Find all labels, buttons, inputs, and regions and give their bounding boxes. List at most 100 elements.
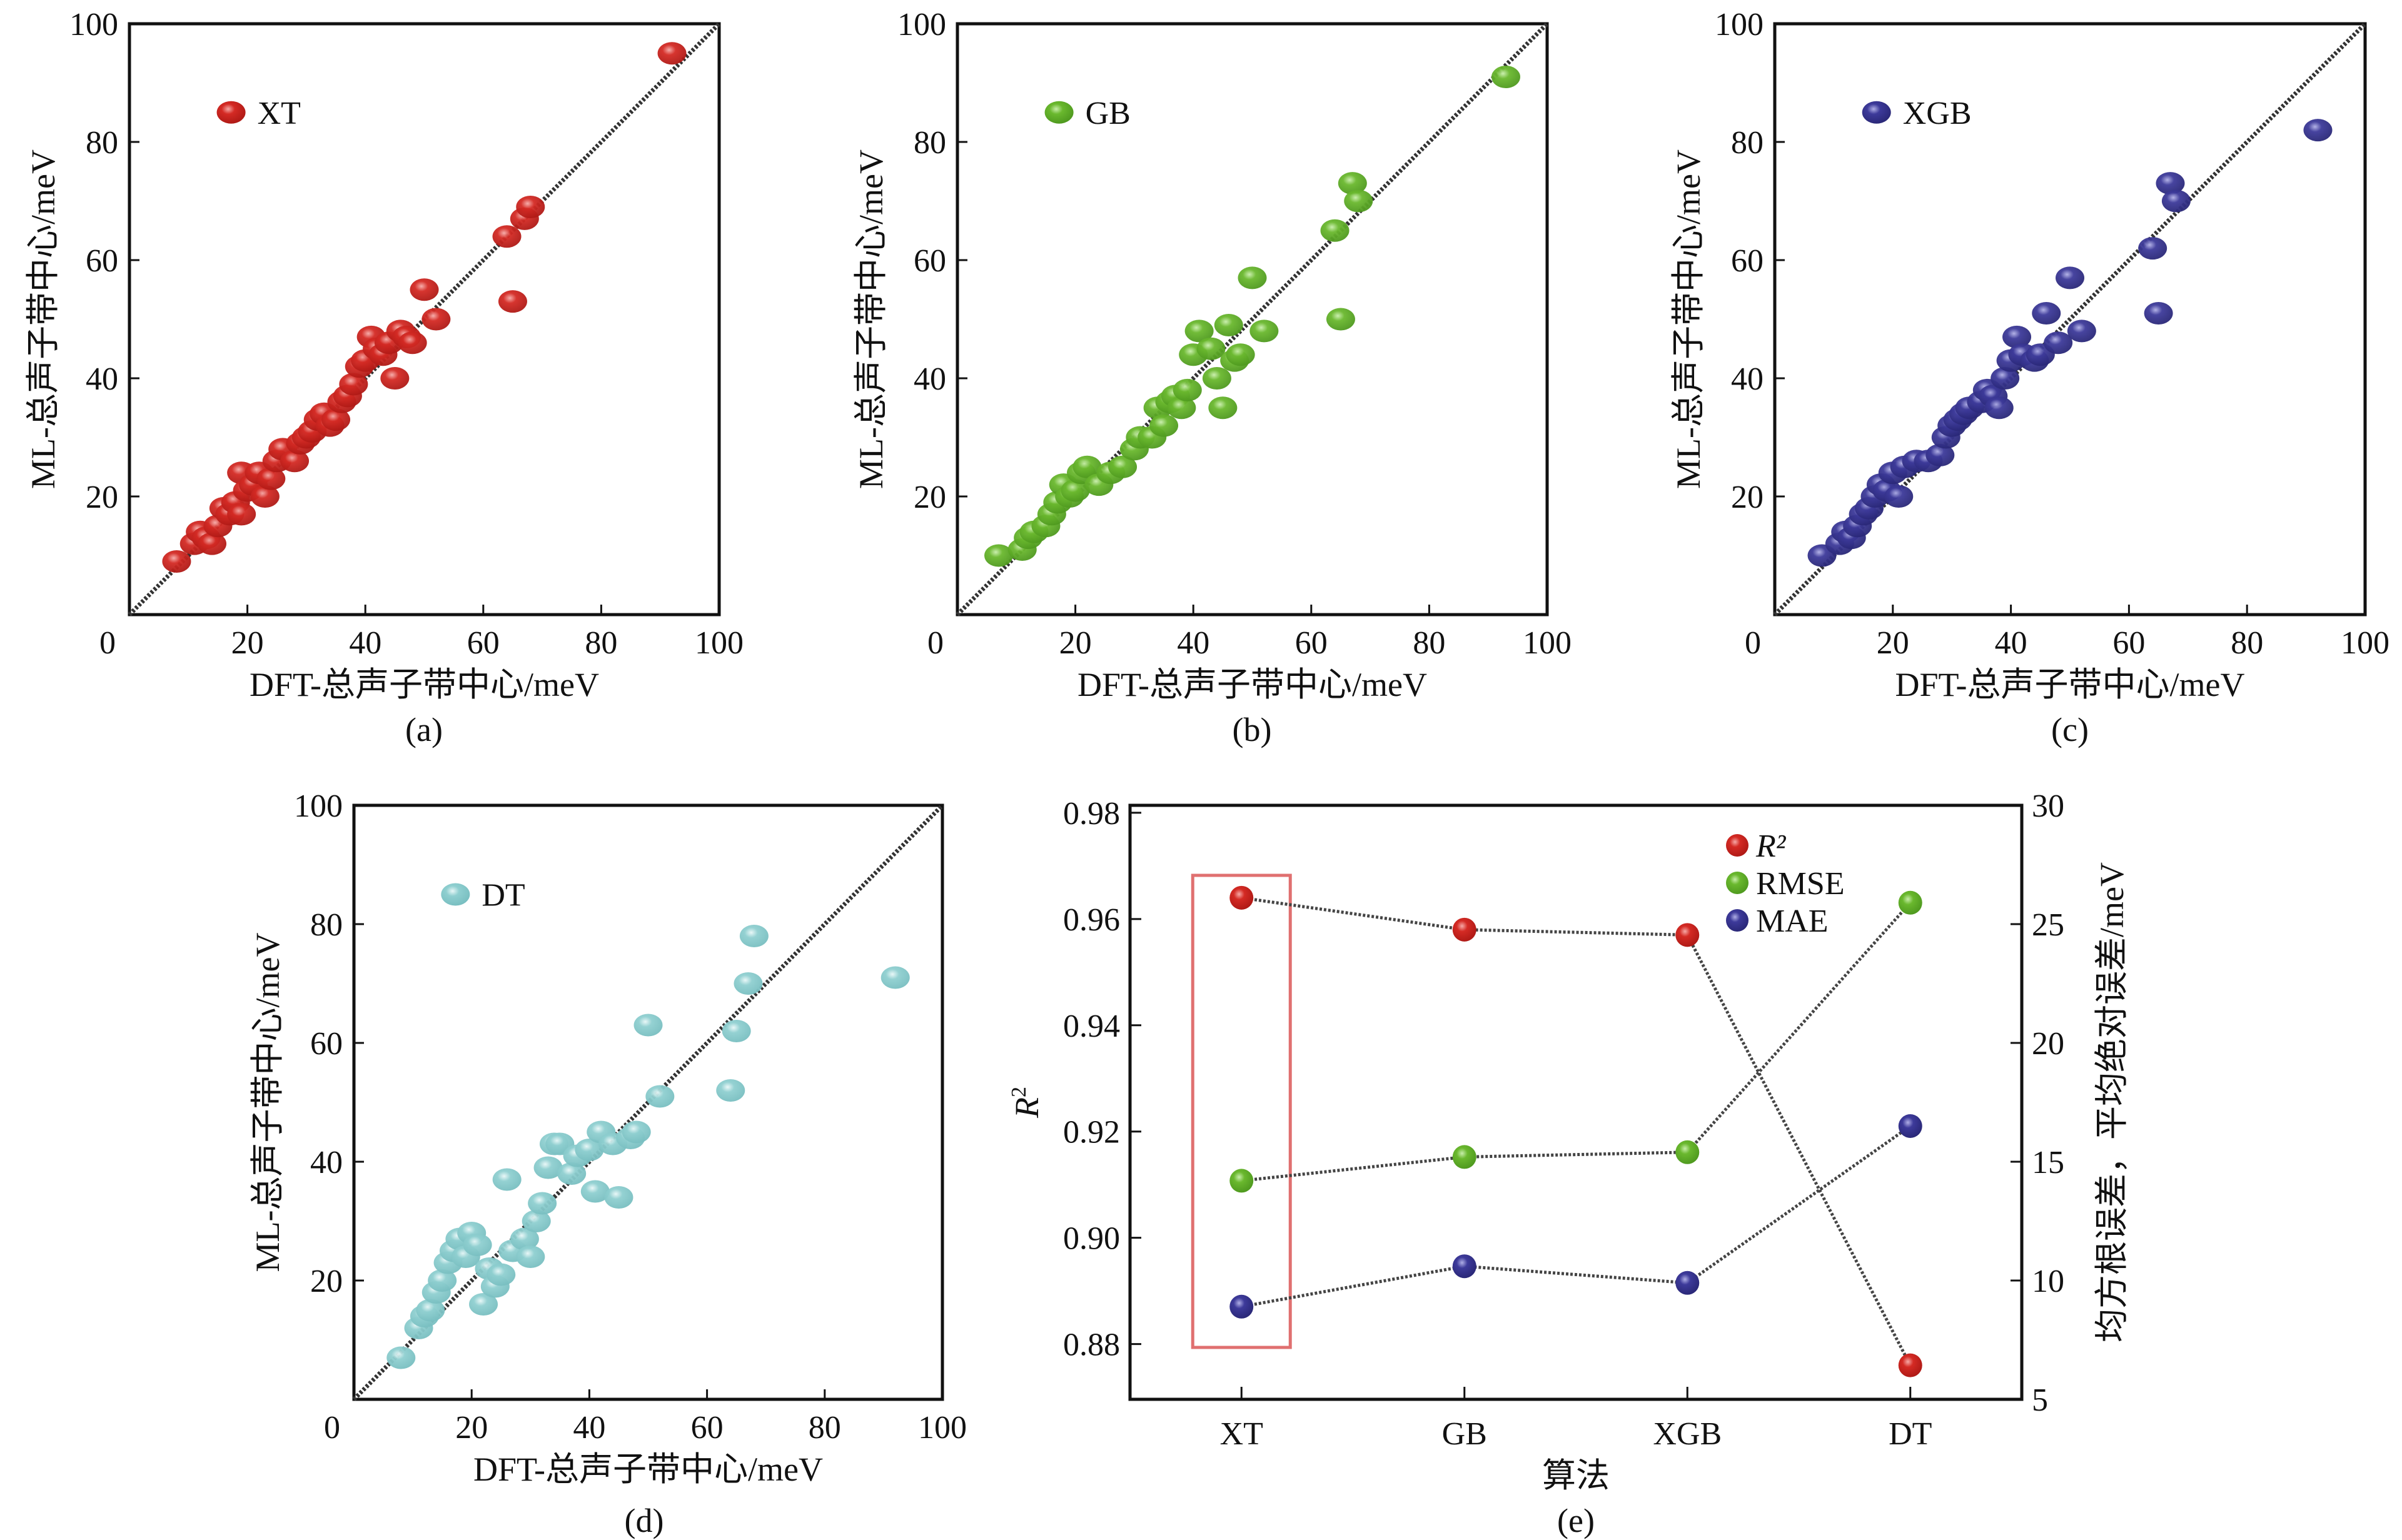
x-axis-title: DFT-总声子带中心/meV [250,666,599,703]
data-point-r2 [1898,1353,1922,1377]
data-point [2161,189,2191,213]
data-point [522,1210,551,1232]
plot-frame [1128,803,2024,1401]
data-point [250,485,280,508]
data-point [580,1180,610,1203]
x-tick-label: 0 [1745,625,1761,661]
data-point [622,1120,651,1144]
legend-marker [441,883,470,906]
y-axis-title: ML-总声子带中心/meV [249,933,286,1272]
data-point [492,225,522,248]
data-point [410,278,439,301]
data-point [321,408,351,431]
data-point-r2 [1452,917,1476,942]
data-point [722,1020,751,1042]
data-point [1208,396,1238,420]
data-point [2067,320,2096,343]
y-tick-label: 20 [914,480,946,515]
reference-line-y-equals-x [1773,22,2367,617]
panel-c-caption: (c) [2051,711,2089,748]
x-axis-title: DFT-总声子带中心/meV [1077,666,1427,703]
data-point [657,42,687,65]
data-point [380,367,410,390]
x-tick-label: 80 [809,1410,841,1446]
x-tick-label: 20 [231,625,264,661]
data-point [984,544,1014,567]
data-point [881,966,910,989]
data-point [1173,378,1202,401]
data-point [492,1168,522,1191]
data-point [280,450,310,473]
panel-b-gb-scatter: (b) 0 20 40 60 80 100 20 40 60 80 100 DFT-总声子带中心/me… [852,7,1572,748]
left-y-tick-label: 0.88 [1063,1327,1120,1363]
data-point [533,1156,563,1179]
left-y-tick-label: 0.90 [1063,1221,1120,1257]
legend-label: GB [1086,96,1131,131]
highlight-box-xt [1191,873,1292,1349]
data-point [633,1014,663,1037]
panel-d-dt-scatter: (d) 0 20 40 60 80 100 20 40 60 80 100 DFT-总声子带中心/me… [249,788,967,1539]
data-point [528,1192,557,1215]
y-tick-label: 20 [310,1264,343,1299]
x-tick-label: 60 [2112,625,2145,661]
data-point [1214,313,1243,336]
x-tick-label: 100 [918,1410,967,1446]
x-tick-label: 40 [1177,625,1209,661]
y-tick-label: 100 [897,7,946,43]
data-point [575,1139,604,1161]
x-tick-label: 60 [467,625,500,661]
data-point [2044,331,2073,355]
r-superscript: 2 [1007,1087,1031,1097]
data-point [716,1079,745,1102]
right-y-tick-label: 30 [2032,788,2064,824]
data-point [1320,219,1350,242]
data-point [1167,396,1196,420]
data-point [1184,320,1214,343]
data-point [428,1269,457,1292]
x-tick-label: 40 [573,1410,605,1446]
x-tick-label: 80 [1413,625,1445,661]
panel-e-caption: (e) [1557,1502,1595,1539]
legend-marker [1726,834,1749,857]
left-y-tick-label: 0.94 [1063,1009,1120,1044]
data-point [1984,396,2014,420]
data-point [398,331,427,355]
x-axis-title: DFT-总声子带中心/meV [473,1451,823,1488]
data-point [1061,479,1090,502]
x-axis-title: DFT-总声子带中心/meV [1895,666,2244,703]
data-point [2056,266,2084,289]
y-tick-label: 80 [1731,125,1764,161]
x-tick-label: 20 [1877,625,1909,661]
y-tick-label: 20 [86,480,118,515]
right-y-tick-label: 15 [2032,1145,2064,1180]
y-tick-label: 60 [86,243,118,279]
data-point [516,1246,545,1268]
right-y-tick-label: 25 [2032,907,2064,943]
x-tick-label: 100 [1523,625,1572,661]
data-point [386,1346,416,1369]
right-y-tick-label: 20 [2032,1026,2064,1062]
reference-line-y-equals-x [956,22,1549,617]
legend-marker [1044,101,1074,124]
data-point [2144,302,2173,325]
y-tick-label: 60 [1731,243,1764,279]
data-point [2032,302,2061,325]
data-point [734,972,763,995]
panel-c-xgb-scatter: (c) 0 20 40 60 80 100 20 40 60 80 100 DFT-总声子带中心/me… [1670,7,2389,748]
legend-marker [1726,909,1749,932]
right-y-tick-label: 10 [2032,1264,2064,1299]
data-point-rmse [1452,1145,1476,1169]
panel-e-metrics-line: (e) 算法 均方根误差，平均绝对误差/meV R2 XT GB XGB DT 0.88… [1007,788,2131,1539]
left-y-tick-label: 0.96 [1063,902,1120,938]
plot-frame [128,22,721,617]
data-point [1491,66,1520,89]
data-point [469,1293,498,1316]
data-point [645,1085,675,1108]
y-tick-label: 80 [914,125,946,161]
data-point [421,308,451,331]
data-point [557,1162,587,1185]
data-point [604,1186,633,1209]
x-tick-label: 0 [927,625,944,661]
plot-frame [352,803,944,1401]
